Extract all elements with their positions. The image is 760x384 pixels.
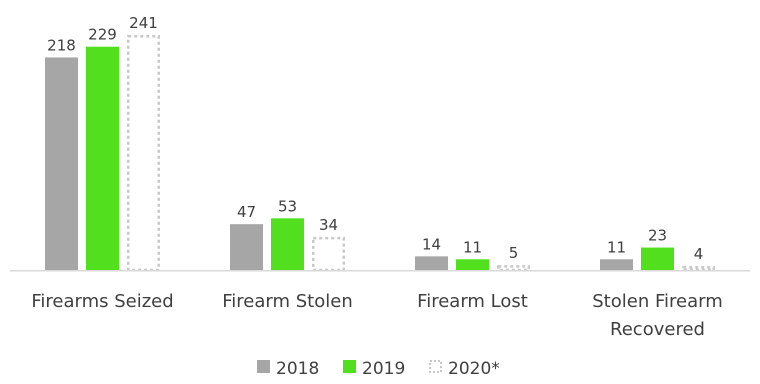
- value-label-2020-3: 4: [694, 245, 704, 263]
- value-label-2019-3: 23: [648, 227, 667, 245]
- value-label-2018-0: 218: [47, 36, 76, 54]
- legend: 2018 2019 2020*: [257, 359, 500, 379]
- bar-2020-2: [497, 265, 530, 272]
- category-label-0-0: Firearms Seized: [31, 291, 173, 312]
- value-label-2019-2: 11: [463, 238, 482, 256]
- bar-2020-3: [682, 266, 715, 272]
- category-label-3-1: Recovered: [610, 319, 705, 340]
- value-label-2020-0: 241: [129, 14, 158, 32]
- bar-2018-2: [415, 256, 448, 270]
- legend-swatch-2019: [343, 360, 356, 373]
- value-label-2018-1: 47: [237, 203, 256, 221]
- bar-2019-1: [271, 218, 304, 270]
- bar-2018-3: [600, 259, 633, 270]
- legend-swatch-2018: [257, 360, 270, 373]
- legend-label-2020: 2020*: [448, 359, 500, 379]
- value-label-2019-0: 229: [88, 26, 117, 44]
- category-label-3-0: Stolen Firearm: [592, 291, 722, 312]
- bar-2020-0: [127, 35, 160, 272]
- value-label-2019-1: 53: [278, 197, 297, 215]
- value-label-2018-2: 14: [422, 235, 441, 253]
- bar-2019-3: [641, 247, 674, 270]
- value-labels-layer: 218 229 241 47 53 34 14 11 5 11 23 4: [47, 14, 703, 263]
- legend-label-2018: 2018: [276, 359, 319, 379]
- bars-layer: [45, 35, 715, 272]
- bar-2020-1: [312, 236, 345, 272]
- bar-2018-0: [45, 57, 78, 271]
- bar-2019-2: [456, 259, 489, 270]
- category-label-1-0: Firearm Stolen: [222, 291, 352, 312]
- legend-swatch-2020: [429, 360, 442, 373]
- value-label-2020-2: 5: [509, 244, 519, 262]
- bar-2018-1: [230, 224, 263, 270]
- value-label-2020-1: 34: [319, 216, 338, 234]
- category-labels-layer: Firearms Seized Firearm Stolen Firearm Los…: [31, 291, 722, 340]
- category-label-2-0: Firearm Lost: [417, 291, 528, 312]
- legend-label-2019: 2019: [362, 359, 405, 379]
- bar-2019-0: [86, 46, 119, 270]
- value-label-2018-3: 11: [607, 238, 626, 256]
